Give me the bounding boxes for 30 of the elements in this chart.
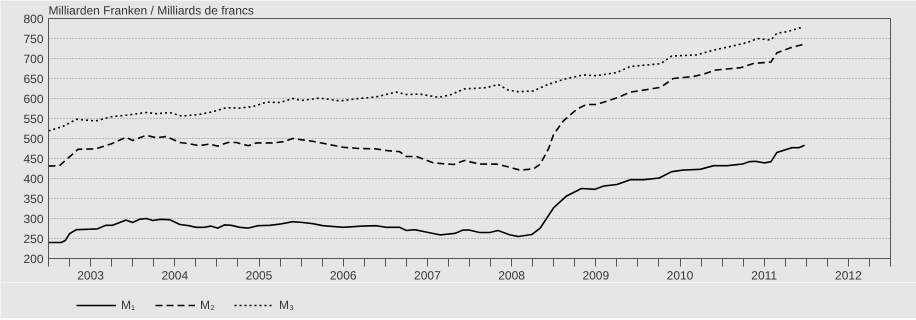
x-tick-label: 2008 — [498, 268, 526, 282]
y-tick-label: 250 — [23, 232, 44, 246]
legend-label: M₃ — [279, 298, 295, 312]
y-tick-label: 650 — [23, 72, 44, 86]
x-tick-label: 2005 — [246, 268, 273, 282]
legend-label: M₂ — [200, 298, 216, 312]
x-tick-label: 2012 — [835, 268, 862, 282]
x-tick-label: 2004 — [161, 268, 188, 282]
x-tick-label: 2003 — [77, 268, 104, 282]
y-tick-label: 500 — [23, 132, 44, 146]
y-tick-label: 350 — [23, 192, 44, 206]
legend-label: M₁ — [121, 298, 136, 312]
line-series — [48, 26, 803, 132]
x-tick-label: 2006 — [330, 268, 357, 282]
line-series — [48, 43, 806, 171]
x-tick-label: 2007 — [414, 268, 442, 282]
y-tick-label: 450 — [23, 152, 44, 166]
y-tick-label: 800 — [23, 12, 44, 26]
line-series — [48, 144, 806, 244]
y-tick-label: 300 — [23, 212, 44, 226]
y-tick-label: 400 — [23, 172, 44, 186]
y-tick-label: 550 — [23, 112, 44, 126]
y-tick-label: 750 — [23, 32, 44, 46]
y-tick-label: 700 — [23, 52, 44, 66]
x-tick-label: 2009 — [582, 268, 610, 282]
chart-title: Milliarden Franken / Milliards de francs — [48, 4, 254, 18]
y-tick-label: 200 — [23, 252, 44, 266]
y-tick-label: 600 — [23, 92, 44, 106]
x-tick-label: 2010 — [666, 268, 694, 282]
x-tick-label: 2011 — [751, 268, 778, 282]
